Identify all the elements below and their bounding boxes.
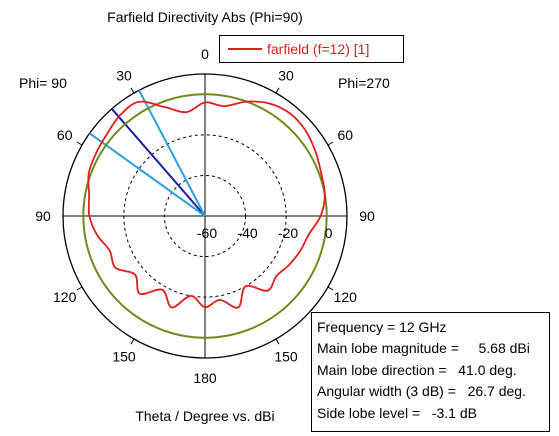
x-axis-label: Theta / Degree vs. dBi — [135, 408, 275, 424]
series-group — [87, 100, 326, 309]
angle-label: 30 — [278, 68, 294, 84]
angle-label: 30 — [116, 68, 132, 84]
info-label: Main lobe direction = — [317, 361, 447, 378]
angle-tick — [275, 338, 280, 345]
angle-label: 60 — [57, 127, 73, 143]
legend-swatch — [228, 48, 262, 50]
info-label: Side lobe level = — [317, 404, 421, 421]
angle-tick — [76, 141, 83, 146]
info-value: -3.1 dB — [420, 404, 477, 421]
info-box: Frequency = 12 GHz Main lobe magnitude =… — [311, 312, 550, 432]
info-row-main-lobe-direction: Main lobe direction = 41.0 deg. — [317, 360, 549, 381]
radial-tick-label: -60 — [197, 225, 217, 241]
angle-tick — [130, 87, 135, 94]
angle-label: 60 — [338, 127, 354, 143]
angle-label: 180 — [193, 370, 217, 386]
series-line — [87, 100, 326, 309]
phi-left-label: Phi= 90 — [19, 75, 67, 91]
angle-label: 150 — [274, 348, 298, 364]
info-value: 5.68 dBi — [459, 340, 530, 357]
info-row-angular-width: Angular width (3 dB) = 26.7 deg. — [317, 381, 549, 402]
reference-circle-line — [82, 93, 328, 339]
chart-title: Farfield Directivity Abs (Phi=90) — [107, 9, 303, 25]
reference-circle — [82, 93, 328, 339]
angle-tick — [327, 141, 334, 146]
angle-label: 150 — [112, 348, 136, 364]
angle-label: 0 — [201, 46, 209, 62]
info-value: 26.7 deg. — [455, 383, 526, 400]
angle-label: 90 — [35, 208, 51, 224]
info-label: Angular width (3 dB) = — [317, 383, 456, 400]
phi-right-label: Phi=270 — [338, 75, 390, 91]
marker-line — [111, 108, 206, 217]
info-value: 41.0 deg. — [446, 361, 517, 378]
marker-line — [138, 89, 206, 217]
info-row-side-lobe-level: Side lobe level = -3.1 dB — [317, 403, 549, 424]
radial-tick-label: -20 — [278, 225, 298, 241]
info-row-frequency: Frequency = 12 GHz — [317, 317, 549, 338]
beam-markers — [88, 89, 206, 217]
legend-entry: farfield (f=12) [1] — [267, 41, 370, 57]
angle-labels: 0 30 60 90 120 150 180 150 120 90 60 30 — [35, 46, 375, 386]
angle-label: 90 — [359, 208, 375, 224]
info-label: Frequency = 12 GHz — [317, 319, 447, 335]
angle-tick — [76, 286, 83, 291]
angle-tick — [275, 87, 280, 94]
angle-tick — [130, 338, 135, 345]
angle-label: 120 — [334, 289, 358, 305]
radial-labels: -60 -40 -20 0 — [197, 225, 333, 241]
info-label: Main lobe magnitude = — [317, 340, 460, 357]
radial-tick-label: 0 — [325, 225, 333, 241]
legend: farfield (f=12) [1] — [219, 35, 404, 63]
marker-line — [88, 132, 206, 217]
angle-label: 120 — [53, 289, 77, 305]
angle-tick — [327, 286, 334, 291]
radial-tick-label: -40 — [237, 225, 257, 241]
info-row-main-lobe-magnitude: Main lobe magnitude = 5.68 dBi — [317, 338, 549, 359]
